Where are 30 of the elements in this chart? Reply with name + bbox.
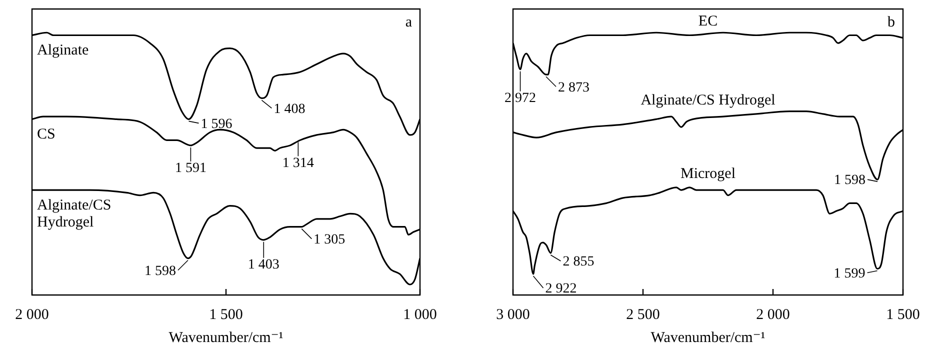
annotation: 1 598 xyxy=(834,173,866,188)
x-tick-label: 1 500 xyxy=(209,306,243,323)
annotation: 1 598 xyxy=(144,264,176,279)
annotation: 2 972 xyxy=(504,91,536,106)
series-label: Alginate xyxy=(37,42,89,59)
x-tick-label: 3 000 xyxy=(496,306,530,323)
text: b xyxy=(888,14,895,30)
annotation: 1 305 xyxy=(314,232,346,248)
x-tick-label: 2 000 xyxy=(756,306,790,323)
x-tick-label: 2 000 xyxy=(15,306,49,323)
x-tick-label: 1 500 xyxy=(886,306,920,323)
series-label: Alginate/CS Hydrogel xyxy=(37,197,112,230)
x-axis-title: Wavenumber/cm⁻¹ xyxy=(168,330,284,346)
annotation: 1 596 xyxy=(200,116,232,132)
text: a xyxy=(405,14,412,30)
annotation: 1 403 xyxy=(248,258,280,273)
annotation: 2 873 xyxy=(558,80,590,96)
series-label: Alginate/CS Hydrogel xyxy=(640,92,776,108)
series-label: CS xyxy=(37,126,56,143)
annotation: 1 314 xyxy=(282,156,314,171)
annotation: 1 591 xyxy=(174,161,206,176)
series-label: Microgel xyxy=(680,166,736,182)
annotation: 1 408 xyxy=(274,102,306,117)
annotation: 2 922 xyxy=(545,282,577,297)
x-tick-label: 2 500 xyxy=(626,306,660,323)
x-axis-title: Wavenumber/cm⁻¹ xyxy=(650,330,766,346)
annotation: 2 855 xyxy=(562,254,594,270)
annotation: 1 599 xyxy=(834,266,866,282)
series-label: EC xyxy=(698,14,718,30)
x-tick-label: 1 000 xyxy=(403,306,437,323)
